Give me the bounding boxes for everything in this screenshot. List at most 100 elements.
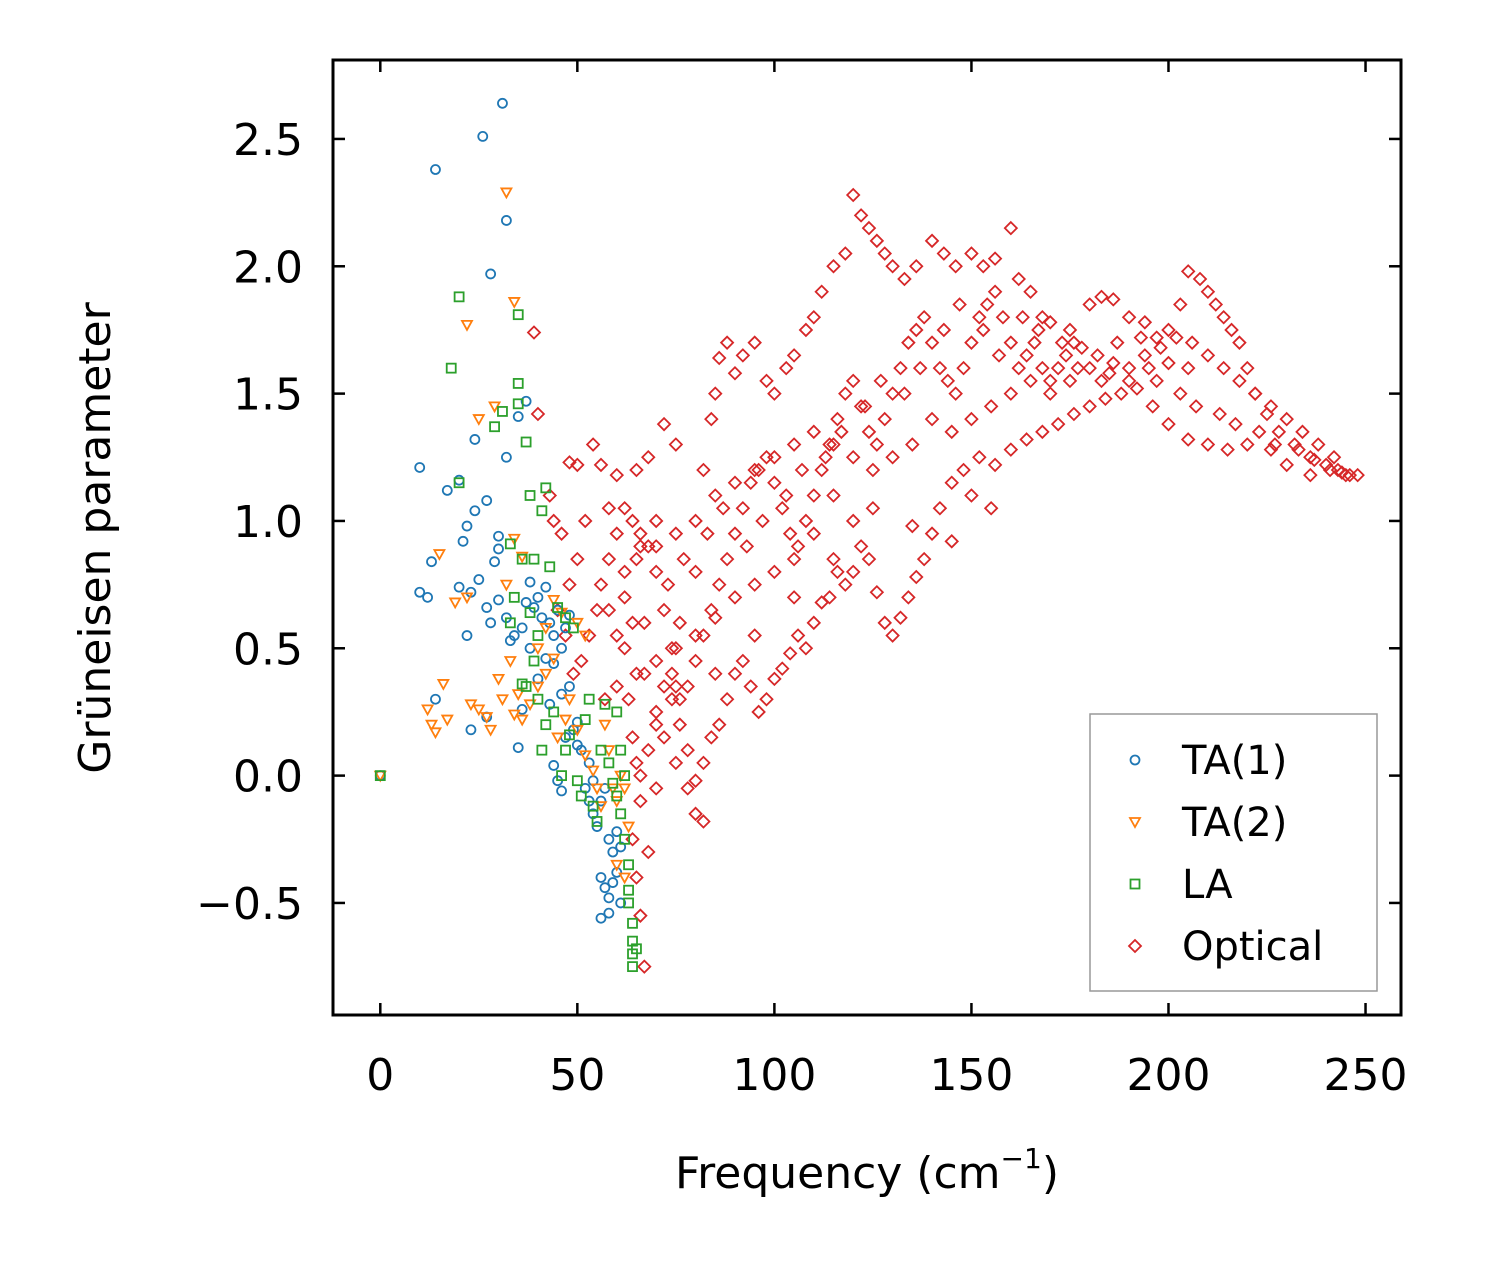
x-tick-label: 100 <box>732 1050 816 1101</box>
data-point <box>516 553 528 565</box>
data-point <box>822 437 837 452</box>
axis-ticks: 0 50 100 150 200 250 −0.5 0.0 0.5 1.0 1.5 2.0 2.5 <box>196 60 1408 1101</box>
data-point <box>564 681 575 692</box>
data-point <box>912 360 928 376</box>
data-point <box>1224 322 1239 338</box>
data-point <box>484 724 498 737</box>
data-point <box>611 826 623 838</box>
data-point <box>767 475 782 491</box>
data-point <box>656 679 672 694</box>
data-point <box>547 653 561 666</box>
data-point <box>865 500 881 516</box>
data-point <box>987 251 1003 266</box>
data-point <box>1161 322 1176 338</box>
legend-marker <box>1129 878 1141 890</box>
data-point <box>747 577 762 592</box>
data-point <box>531 643 545 656</box>
data-point <box>735 348 751 363</box>
data-point <box>1035 360 1050 376</box>
data-point <box>877 615 893 631</box>
data-point <box>727 475 743 491</box>
data-point <box>472 414 486 426</box>
data-point <box>436 679 450 691</box>
data-point <box>554 526 569 541</box>
data-point <box>885 259 900 274</box>
data-point <box>885 450 900 465</box>
data-point <box>507 297 521 309</box>
data-point <box>688 773 703 788</box>
data-point <box>861 220 877 236</box>
y-tick-label: −0.5 <box>196 879 303 930</box>
data-point <box>542 488 558 503</box>
data-point <box>597 691 613 707</box>
data-point <box>1173 386 1188 401</box>
data-point <box>735 653 751 669</box>
data-point <box>826 488 841 503</box>
data-point <box>1326 450 1342 465</box>
data-point <box>759 373 774 389</box>
data-point <box>739 539 755 554</box>
data-point <box>532 630 544 641</box>
data-point <box>727 526 743 541</box>
data-point <box>609 679 625 694</box>
data-point <box>668 526 684 541</box>
data-point <box>578 750 592 763</box>
legend-item: Optical <box>1127 924 1323 970</box>
data-point <box>1106 292 1121 307</box>
data-point <box>578 630 592 643</box>
data-point <box>607 877 619 888</box>
data-point <box>1090 348 1105 363</box>
data-point <box>983 399 999 414</box>
data-point <box>1161 416 1176 432</box>
data-point <box>751 462 766 478</box>
data-point <box>504 538 516 550</box>
data-point <box>556 770 567 782</box>
data-point <box>1161 355 1176 371</box>
data-point <box>610 796 624 808</box>
data-point <box>1212 406 1227 422</box>
data-point <box>1121 309 1137 325</box>
data-point <box>627 961 638 973</box>
data-point <box>794 462 810 478</box>
data-point <box>688 628 703 643</box>
data-point <box>606 783 620 796</box>
data-point <box>577 513 593 529</box>
data-point <box>546 513 561 529</box>
data-point <box>469 434 481 445</box>
data-point <box>743 475 759 491</box>
data-point <box>845 450 861 465</box>
data-point <box>629 666 644 682</box>
data-point <box>512 309 524 321</box>
data-point <box>1054 335 1070 350</box>
legend-marker <box>1128 817 1142 829</box>
data-point <box>983 500 999 516</box>
data-point <box>641 742 656 758</box>
data-point <box>556 785 567 797</box>
data-point <box>1216 309 1231 325</box>
data-point <box>798 513 814 529</box>
data-point <box>822 590 837 605</box>
data-point <box>979 297 995 312</box>
data-point <box>830 564 845 580</box>
data-point <box>508 591 520 603</box>
data-point <box>422 591 433 603</box>
data-point <box>932 360 948 376</box>
data-point <box>1334 465 1350 480</box>
data-point <box>972 309 987 325</box>
series-optical <box>526 187 1365 974</box>
data-point <box>603 757 615 769</box>
data-point <box>1263 442 1279 457</box>
data-point <box>524 576 536 588</box>
data-point <box>448 597 462 610</box>
data-point <box>767 671 782 687</box>
data-point <box>440 714 454 727</box>
data-point <box>708 666 723 682</box>
data-point <box>964 488 979 503</box>
data-point <box>593 457 609 473</box>
data-point <box>1003 442 1019 457</box>
data-point <box>1153 340 1168 356</box>
data-point <box>609 526 625 541</box>
data-point <box>778 360 794 376</box>
data-point <box>1011 271 1026 287</box>
data-point <box>826 551 841 567</box>
